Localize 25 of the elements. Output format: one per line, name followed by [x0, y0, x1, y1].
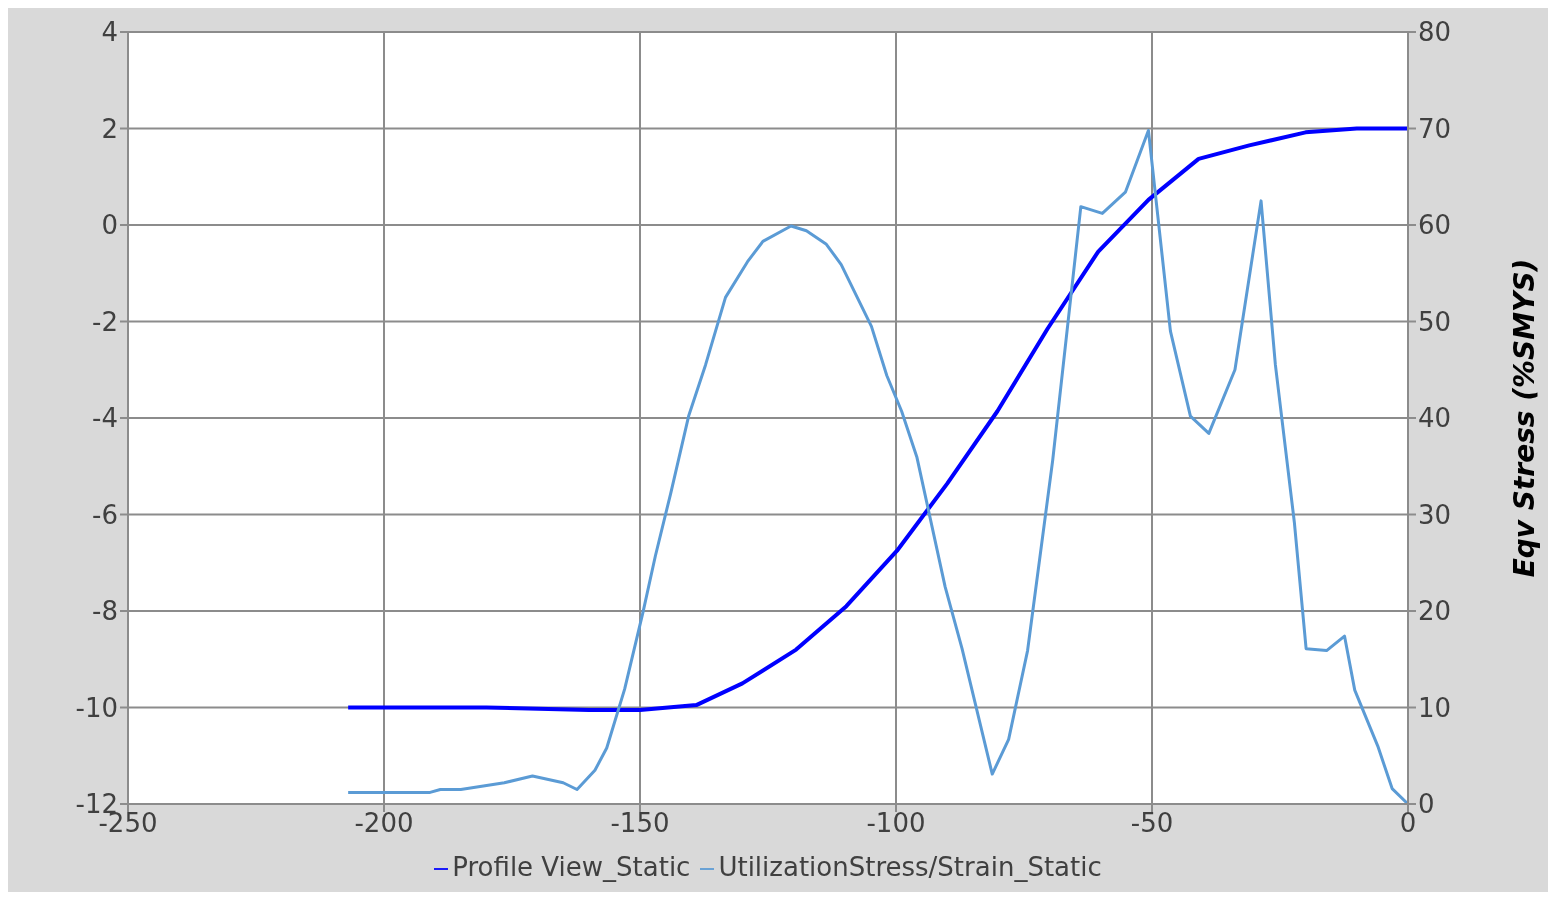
y2-tick-label: 70	[1418, 113, 1452, 144]
y2-tick-label: 20	[1418, 596, 1452, 627]
y2-tick-label: 80	[1418, 17, 1452, 48]
y-tick-label: 2	[101, 113, 118, 144]
x-tick-label: -150	[610, 808, 670, 839]
x-tick-label: -200	[354, 808, 414, 839]
y-tick-label: 0	[101, 210, 118, 241]
y2-tick-label: 30	[1418, 499, 1452, 530]
y2-axis-title: Eqv Stress (%SMYS)	[1507, 258, 1541, 578]
y-tick-label: -8	[92, 596, 118, 627]
y2-tick-label: 60	[1418, 210, 1452, 241]
y2-tick-label: 50	[1418, 306, 1452, 337]
legend-label: Profile View_Static	[452, 852, 691, 882]
y-tick-label: -4	[92, 403, 118, 434]
y2-tick-label: 0	[1418, 789, 1435, 820]
y-tick-label: -6	[92, 499, 118, 530]
x-tick-label: -50	[1130, 808, 1174, 839]
y-tick-label: 4	[101, 17, 118, 48]
y-tick-label: -2	[92, 306, 118, 337]
x-tick-label: -100	[866, 808, 926, 839]
legend-label: UtilizationStress/Strain_Static	[718, 852, 1102, 882]
x-tick-label: 0	[1399, 808, 1417, 839]
y-tick-label: -10	[75, 692, 118, 723]
y2-tick-label: 40	[1418, 403, 1452, 434]
y2-tick-label: 10	[1418, 692, 1452, 723]
